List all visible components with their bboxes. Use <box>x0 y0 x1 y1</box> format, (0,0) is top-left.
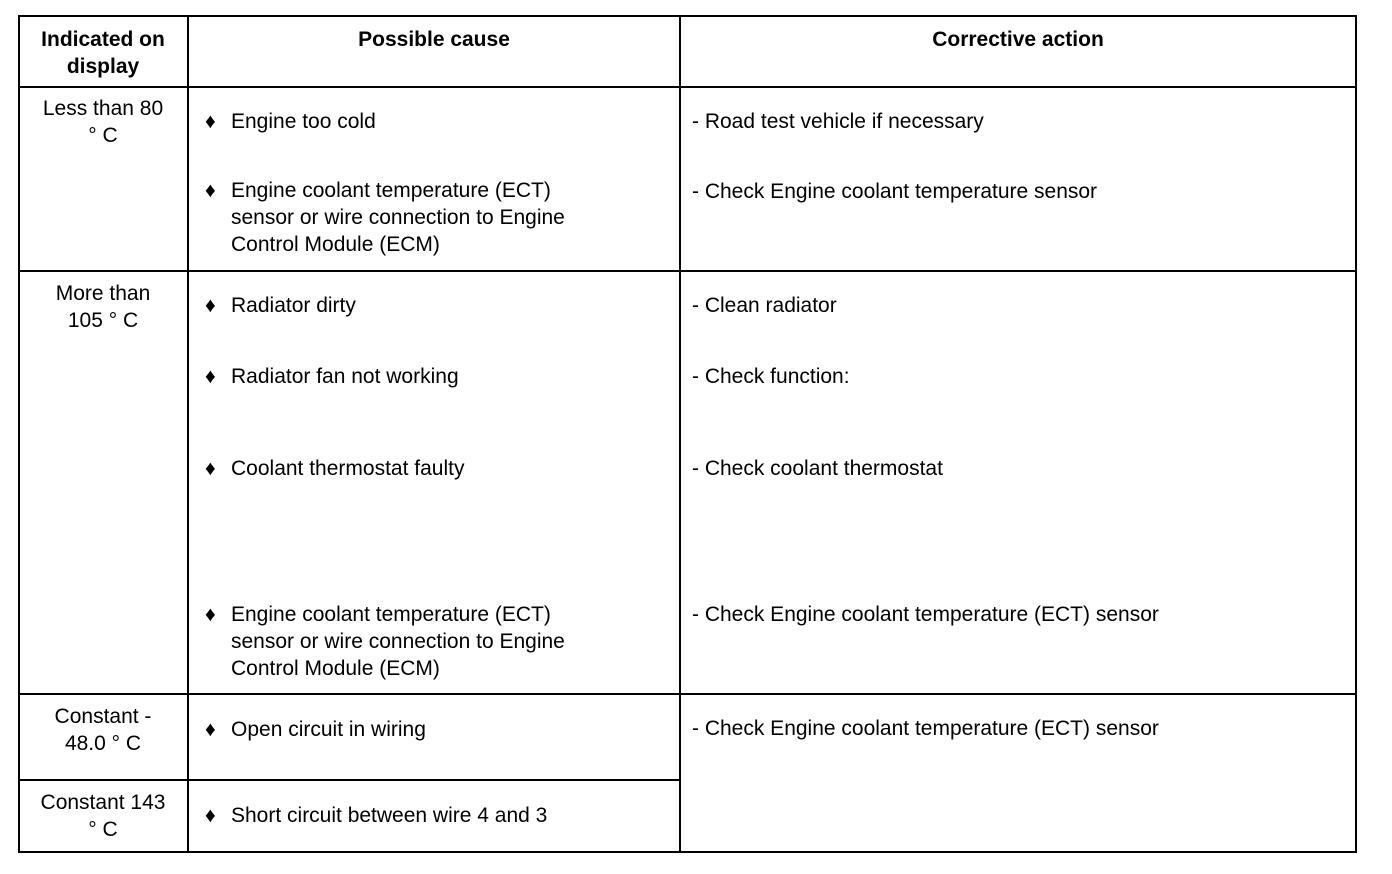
row-divider <box>18 779 680 781</box>
header-corrective-action: Corrective action <box>932 28 1104 51</box>
cause-item: ♦ Engine coolant temperature (ECT) sensor … <box>205 177 565 258</box>
diamond-bullet-icon: ♦ <box>205 718 216 741</box>
cause-line: Engine coolant temperature (ECT) <box>231 603 551 626</box>
col-divider <box>187 15 189 853</box>
display-line: 48.0 ° C <box>64 732 142 755</box>
cause-line: sensor or wire connection to Engine <box>231 630 565 653</box>
row-divider <box>18 86 1357 88</box>
corrective-action: - Check Engine coolant temperature senso… <box>692 180 1098 203</box>
border-right <box>1355 15 1357 853</box>
diamond-bullet-icon: ♦ <box>205 294 216 317</box>
diamond-bullet-icon: ♦ <box>205 457 216 480</box>
cause-line: Coolant thermostat faulty <box>231 457 465 480</box>
diamond-bullet-icon: ♦ <box>205 179 216 202</box>
cause-line: Open circuit in wiring <box>231 718 426 741</box>
cause-item: ♦ Coolant thermostat faulty <box>205 455 464 482</box>
cause-item: ♦ Radiator fan not working <box>205 363 459 390</box>
cause-item: ♦ Engine coolant temperature (ECT) sensor … <box>205 601 565 682</box>
col-divider <box>679 15 681 853</box>
diamond-bullet-icon: ♦ <box>205 365 216 388</box>
diamond-bullet-icon: ♦ <box>205 110 216 133</box>
border-left <box>18 15 20 853</box>
border-bottom <box>18 851 1357 853</box>
corrective-action: - Check Engine coolant temperature (ECT)… <box>692 603 1159 626</box>
header-line: display <box>66 55 140 78</box>
row-divider <box>18 270 1357 272</box>
display-value: More than 105 ° C <box>18 280 188 334</box>
cause-line: Radiator fan not working <box>231 365 459 388</box>
display-line: ° C <box>88 818 118 841</box>
display-line: Constant - <box>54 705 152 728</box>
cause-line: Radiator dirty <box>231 294 356 317</box>
corrective-action: - Clean radiator <box>692 294 837 317</box>
display-value: Constant - 48.0 ° C <box>18 703 188 757</box>
cause-line: sensor or wire connection to Engine <box>231 206 565 229</box>
corrective-action: - Check coolant thermostat <box>692 457 943 480</box>
display-line: Constant 143 <box>40 791 166 814</box>
diamond-bullet-icon: ♦ <box>205 804 216 827</box>
display-line: More than <box>55 282 151 305</box>
border-top <box>18 15 1357 17</box>
header-line: Indicated on <box>41 28 165 51</box>
cause-line: Control Module (ECM) <box>231 233 440 256</box>
display-value: Constant 143 ° C <box>18 789 188 843</box>
row-divider <box>18 693 1357 695</box>
cause-item: ♦ Short circuit between wire 4 and 3 <box>205 802 547 829</box>
cause-line: Engine coolant temperature (ECT) <box>231 179 551 202</box>
header-indicated: Indicated on display <box>18 26 188 80</box>
cause-line: Engine too cold <box>231 110 376 133</box>
cause-item: ♦ Radiator dirty <box>205 292 356 319</box>
display-line: ° C <box>88 124 118 147</box>
cause-item: ♦ Engine too cold <box>205 108 376 135</box>
corrective-action: - Road test vehicle if necessary <box>692 110 984 133</box>
header-possible-cause: Possible cause <box>358 28 510 51</box>
corrective-action: - Check Engine coolant temperature (ECT)… <box>692 717 1159 740</box>
display-line: Less than 80 <box>42 97 164 120</box>
display-value: Less than 80 ° C <box>18 95 188 149</box>
cause-line: Control Module (ECM) <box>231 657 440 680</box>
display-line: 105 ° C <box>67 309 139 332</box>
diamond-bullet-icon: ♦ <box>205 603 216 626</box>
corrective-action: - Check function: <box>692 365 850 388</box>
cause-line: Short circuit between wire 4 and 3 <box>231 804 548 827</box>
cause-item: ♦ Open circuit in wiring <box>205 716 426 743</box>
